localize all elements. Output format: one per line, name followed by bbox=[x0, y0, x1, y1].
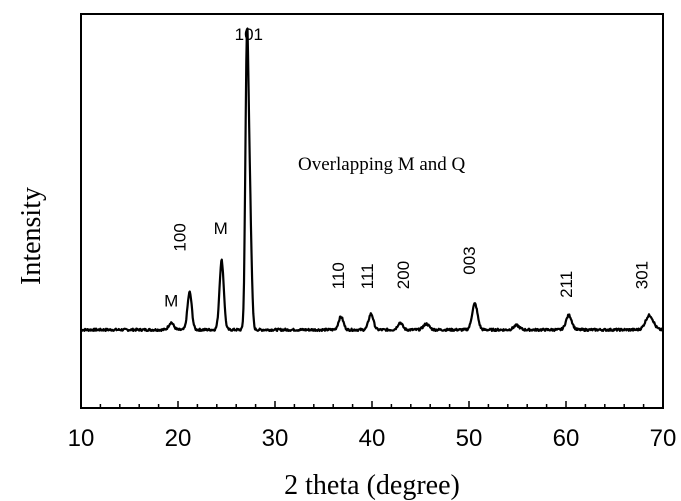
peak-labels: M 100 M 101 110 111 200 003 211 301 bbox=[164, 25, 651, 311]
peak-label: 100 bbox=[171, 223, 190, 251]
y-axis-title: Intensity bbox=[16, 187, 47, 285]
xrd-spectrum-line bbox=[80, 27, 664, 332]
peak-label: M bbox=[164, 292, 178, 311]
x-tick-label: 10 bbox=[68, 425, 95, 452]
plot-frame bbox=[80, 13, 664, 409]
x-tick-label: 70 bbox=[650, 425, 677, 452]
peak-label: 111 bbox=[358, 263, 377, 289]
x-tick-label: 30 bbox=[262, 425, 289, 452]
peak-label: M bbox=[214, 219, 228, 238]
x-tick-label: 60 bbox=[553, 425, 580, 452]
peak-label: 301 bbox=[632, 261, 651, 289]
peak-label: 003 bbox=[460, 246, 479, 274]
peak-label: 101 bbox=[235, 25, 263, 44]
x-tick-labels: 10 20 30 40 50 60 70 bbox=[68, 425, 677, 452]
peak-label: 200 bbox=[394, 261, 413, 289]
x-tick-label: 40 bbox=[359, 425, 386, 452]
annotation-text: Overlapping M and Q bbox=[298, 154, 466, 175]
x-tick-label: 50 bbox=[456, 425, 483, 452]
x-tick-label: 20 bbox=[165, 425, 192, 452]
peak-label: 110 bbox=[329, 262, 348, 289]
peak-label: 211 bbox=[557, 271, 576, 298]
x-axis-title: 2 theta (degree) bbox=[284, 470, 460, 501]
x-ticks bbox=[80, 401, 664, 408]
